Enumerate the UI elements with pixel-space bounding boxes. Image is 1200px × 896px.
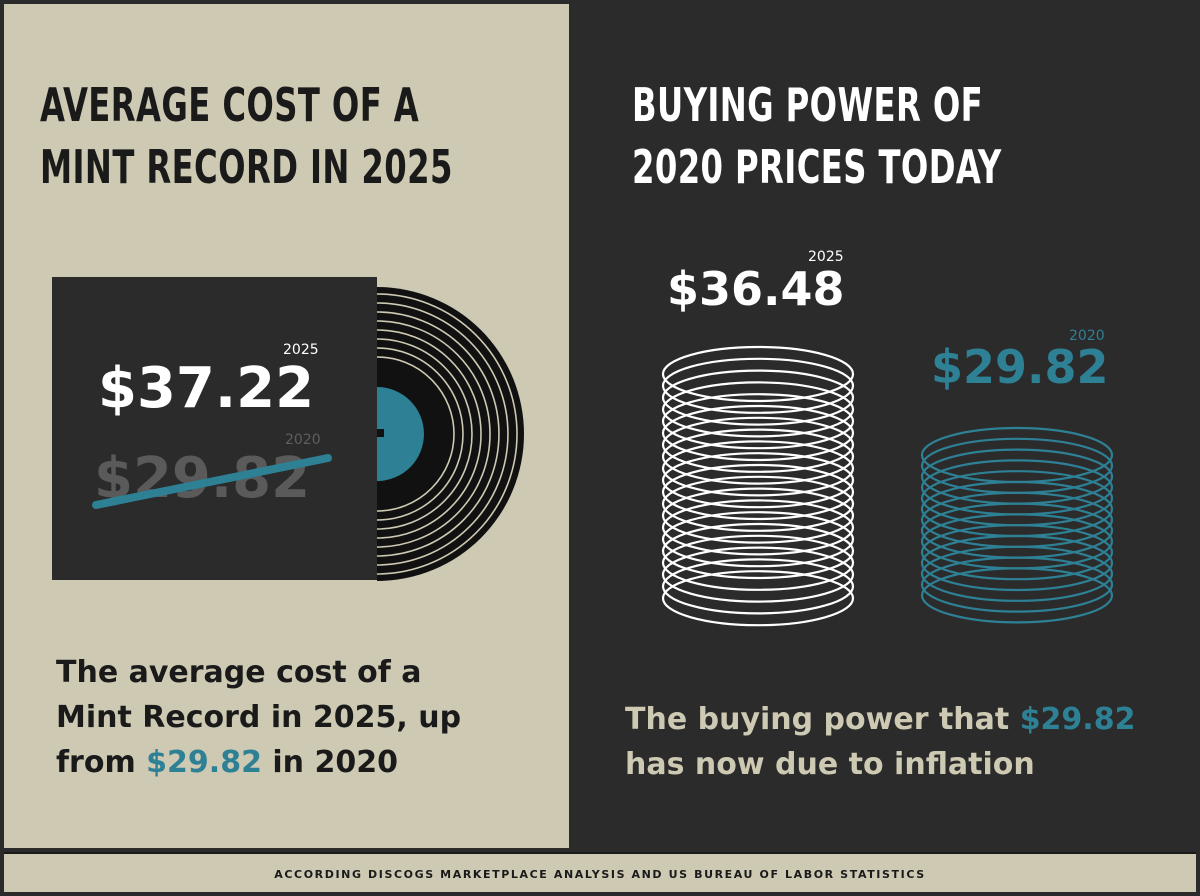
right-title-line2: 2020 PRICES TODAY (632, 140, 1002, 194)
left-title-line2: MINT RECORD IN 2025 (40, 140, 453, 194)
right-title: BUYING POWER OF 2020 PRICES TODAY (632, 74, 1002, 198)
right-caption: The buying power that $29.82 has now due… (625, 697, 1185, 787)
left-title: AVERAGE COST OF A MINT RECORD IN 2025 (40, 74, 453, 198)
stack-year-2025: 2025 (808, 249, 844, 265)
right-title-line1: BUYING POWER OF (632, 78, 984, 132)
source-text: ACCORDING DISCOGS MARKETPLACE ANALYSIS A… (274, 868, 926, 881)
right-caption-highlight: $29.82 (1019, 702, 1136, 737)
sleeve-year-current: 2025 (283, 342, 319, 358)
stack-price-2020: $29.82 (931, 340, 1109, 394)
record-sleeve (52, 277, 377, 580)
left-caption-line3a: from (56, 745, 147, 780)
right-caption-line2: has now due to inflation (625, 747, 1035, 782)
left-caption-line2: Mint Record in 2025, up (56, 700, 462, 735)
left-caption-line1: The average cost of a (56, 655, 422, 690)
sleeve-year-previous: 2020 (285, 432, 321, 448)
left-caption-highlight: $29.82 (146, 745, 262, 780)
stack-year-2020: 2020 (1069, 328, 1105, 344)
vinyl-record-icon (377, 287, 524, 581)
stack-price-2025: $36.48 (667, 262, 845, 316)
source-footer: ACCORDING DISCOGS MARKETPLACE ANALYSIS A… (4, 852, 1196, 892)
left-caption: The average cost of a Mint Record in 202… (56, 650, 536, 785)
sleeve-price-current: $37.22 (98, 356, 315, 421)
left-caption-line3b: in 2020 (261, 745, 398, 780)
left-title-line1: AVERAGE COST OF A (40, 78, 420, 132)
sleeve-price-previous: $29.82 (94, 446, 311, 511)
right-caption-line1a: The buying power that (625, 702, 1020, 737)
